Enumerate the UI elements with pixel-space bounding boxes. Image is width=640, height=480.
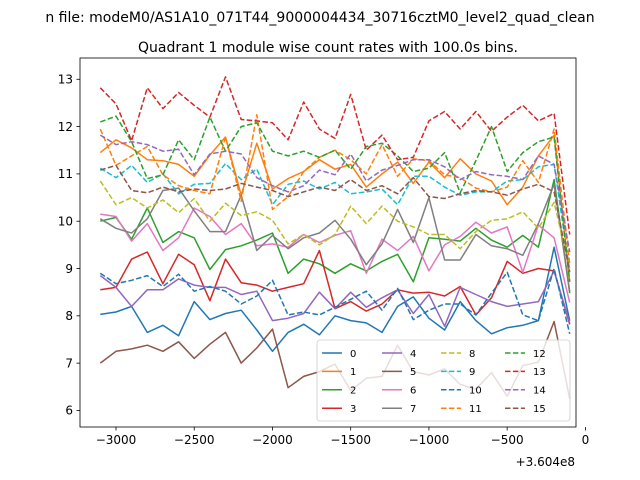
y-tick-label: 12 bbox=[58, 120, 73, 134]
series-line-12 bbox=[100, 115, 571, 282]
series-line-8 bbox=[99, 180, 571, 269]
legend-box bbox=[316, 339, 571, 422]
series-line-14 bbox=[99, 134, 571, 253]
legend-label: 1 bbox=[350, 367, 356, 378]
legend-label: 11 bbox=[469, 404, 482, 415]
legend-entry-6: 6 bbox=[382, 386, 416, 397]
legend-label: 10 bbox=[469, 386, 482, 397]
legend-entry-5: 5 bbox=[382, 367, 416, 378]
legend-entry-11: 11 bbox=[441, 404, 482, 415]
legend-entry-10: 10 bbox=[441, 386, 482, 397]
series-line-13 bbox=[99, 76, 571, 235]
x-tick-label: −2500 bbox=[174, 433, 215, 447]
x-tick-label: −1500 bbox=[330, 433, 371, 447]
legend-entry-1: 1 bbox=[322, 367, 356, 378]
series-line-0 bbox=[100, 246, 571, 353]
y-axis: 6 7 8 9 10 11 12 13 bbox=[58, 73, 80, 418]
legend-entry-15: 15 bbox=[505, 404, 546, 415]
legend-entry-2: 2 bbox=[322, 386, 356, 397]
series-line-1 bbox=[99, 134, 571, 282]
legend-label: 7 bbox=[410, 404, 416, 415]
legend-entry-0: 0 bbox=[322, 349, 356, 360]
x-tick-label: 0 bbox=[582, 433, 590, 447]
legend-label: 6 bbox=[410, 386, 416, 397]
y-tick-label: 10 bbox=[58, 215, 73, 229]
legend-entry-9: 9 bbox=[441, 367, 475, 378]
legend-entry-13: 13 bbox=[505, 367, 546, 378]
x-tick-label: −2000 bbox=[252, 433, 293, 447]
chart-title: Quadrant 1 module wise count rates with … bbox=[138, 40, 518, 56]
legend-label: 9 bbox=[469, 367, 475, 378]
legend-label: 5 bbox=[410, 367, 416, 378]
legend-label: 0 bbox=[350, 349, 356, 360]
y-tick-label: 11 bbox=[58, 167, 73, 181]
x-axis: −3000 −2500 −2000 −1500 −1000 −500 0 bbox=[96, 427, 590, 447]
legend-label: 8 bbox=[469, 349, 475, 360]
legend-entry-7: 7 bbox=[382, 404, 416, 415]
legend-label: 15 bbox=[533, 404, 546, 415]
legend-entry-8: 8 bbox=[441, 349, 475, 360]
x-axis-offset-label: +3.604e8 bbox=[516, 455, 575, 469]
legend-entry-14: 14 bbox=[505, 386, 546, 397]
series-line-4 bbox=[99, 270, 571, 327]
legend-entry-3: 3 bbox=[322, 404, 356, 415]
legend-entry-4: 4 bbox=[382, 349, 416, 360]
legend-label: 14 bbox=[533, 386, 546, 397]
y-tick-label: 13 bbox=[58, 73, 73, 87]
series-line-7 bbox=[99, 183, 571, 292]
legend-entry-12: 12 bbox=[505, 349, 546, 360]
legend-label: 12 bbox=[533, 349, 546, 360]
y-tick-label: 8 bbox=[65, 309, 73, 323]
series-line-2 bbox=[100, 178, 571, 294]
y-tick-label: 7 bbox=[65, 356, 73, 370]
legend-label: 4 bbox=[410, 349, 416, 360]
legend-label: 3 bbox=[350, 404, 356, 415]
series-line-10 bbox=[99, 267, 571, 334]
y-tick-label: 9 bbox=[65, 262, 73, 276]
x-tick-label: −1000 bbox=[409, 433, 450, 447]
y-tick-label: 6 bbox=[65, 404, 73, 418]
x-tick-label: −500 bbox=[491, 433, 524, 447]
suptitle: n file: modeM0/AS1A10_071T44_9000004434_… bbox=[45, 10, 594, 26]
series-line-15 bbox=[100, 164, 571, 273]
legend-label: 13 bbox=[533, 367, 546, 378]
x-tick-label: −3000 bbox=[96, 433, 137, 447]
plot-area bbox=[79, 57, 577, 428]
legend-label: 2 bbox=[350, 386, 356, 397]
